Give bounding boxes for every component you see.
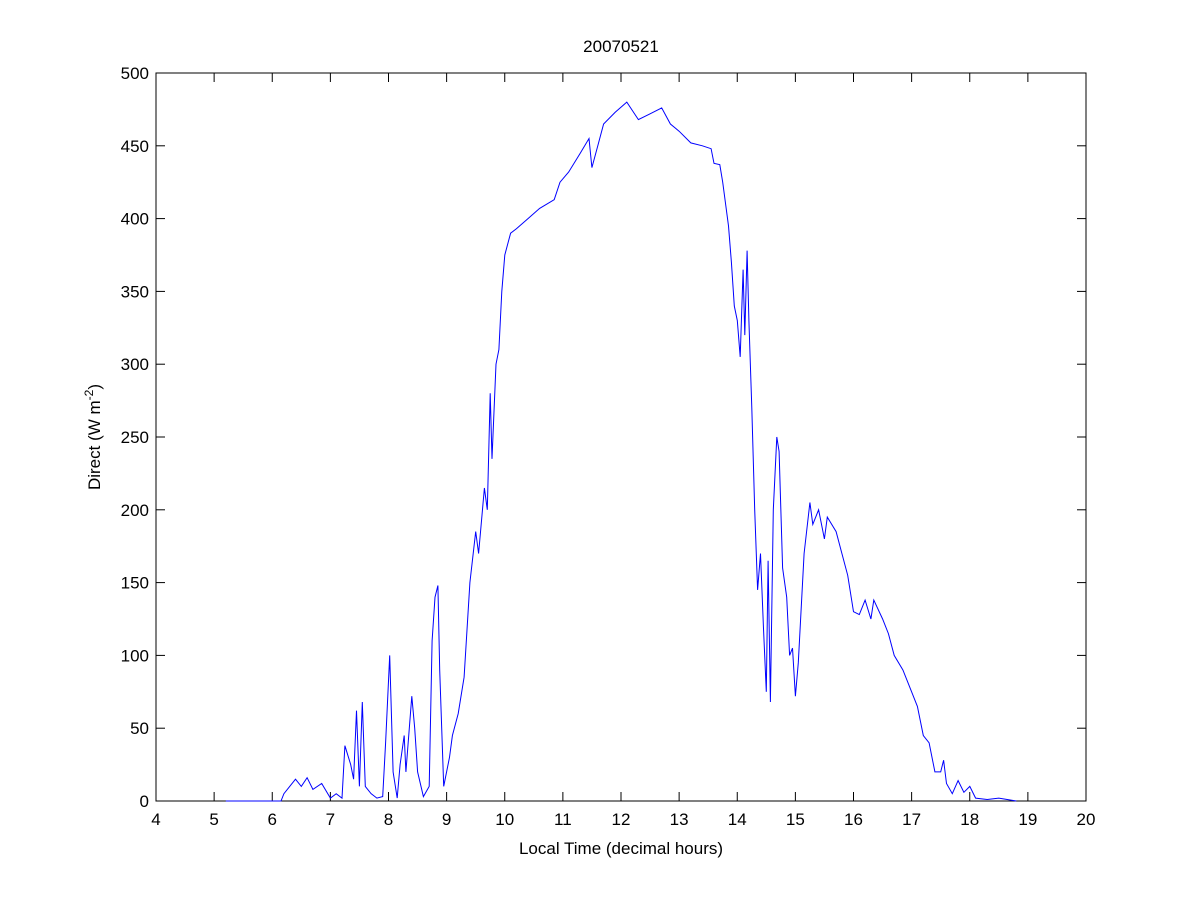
x-tick-label: 13 [670,810,689,829]
x-tick-label: 7 [326,810,335,829]
x-tick-label: 18 [960,810,979,829]
x-tick-label: 19 [1018,810,1037,829]
y-axis-label-main: Direct (W m [85,400,104,490]
x-tick-label: 4 [151,810,160,829]
plot-area [155,72,1087,802]
y-tick-label: 500 [121,64,149,83]
x-tick-label: 15 [786,810,805,829]
x-tick-label: 11 [554,810,572,829]
y-tick-label: 300 [121,355,149,374]
y-tick-label: 0 [140,792,149,811]
y-tick-label: 150 [121,574,149,593]
y-tick-label: 250 [121,428,149,447]
x-tick-label: 5 [209,810,218,829]
x-tick-label: 16 [844,810,863,829]
x-tick-label: 6 [268,810,277,829]
y-tick-label: 50 [130,719,149,738]
y-tick-label: 400 [121,210,149,229]
x-tick-label: 17 [902,810,921,829]
y-tick-label: 100 [121,646,149,665]
x-tick-label: 10 [495,810,514,829]
x-tick-label: 9 [442,810,451,829]
series-line [225,101,1017,802]
x-tick-label: 8 [384,810,393,829]
x-tick-label: 14 [728,810,747,829]
y-tick-label: 450 [121,137,149,156]
y-axis-label-sup: -2 [82,389,96,400]
x-tick-label: 20 [1077,810,1096,829]
x-axis-label: Local Time (decimal hours) [519,839,723,858]
y-axis-label-close: ) [85,384,104,390]
chart-title: 20070521 [583,37,659,56]
y-tick-label: 200 [121,501,149,520]
y-axis-label: Direct (W m-2) [82,384,104,490]
y-tick-label: 350 [121,282,149,301]
x-tick-label: 12 [612,810,631,829]
